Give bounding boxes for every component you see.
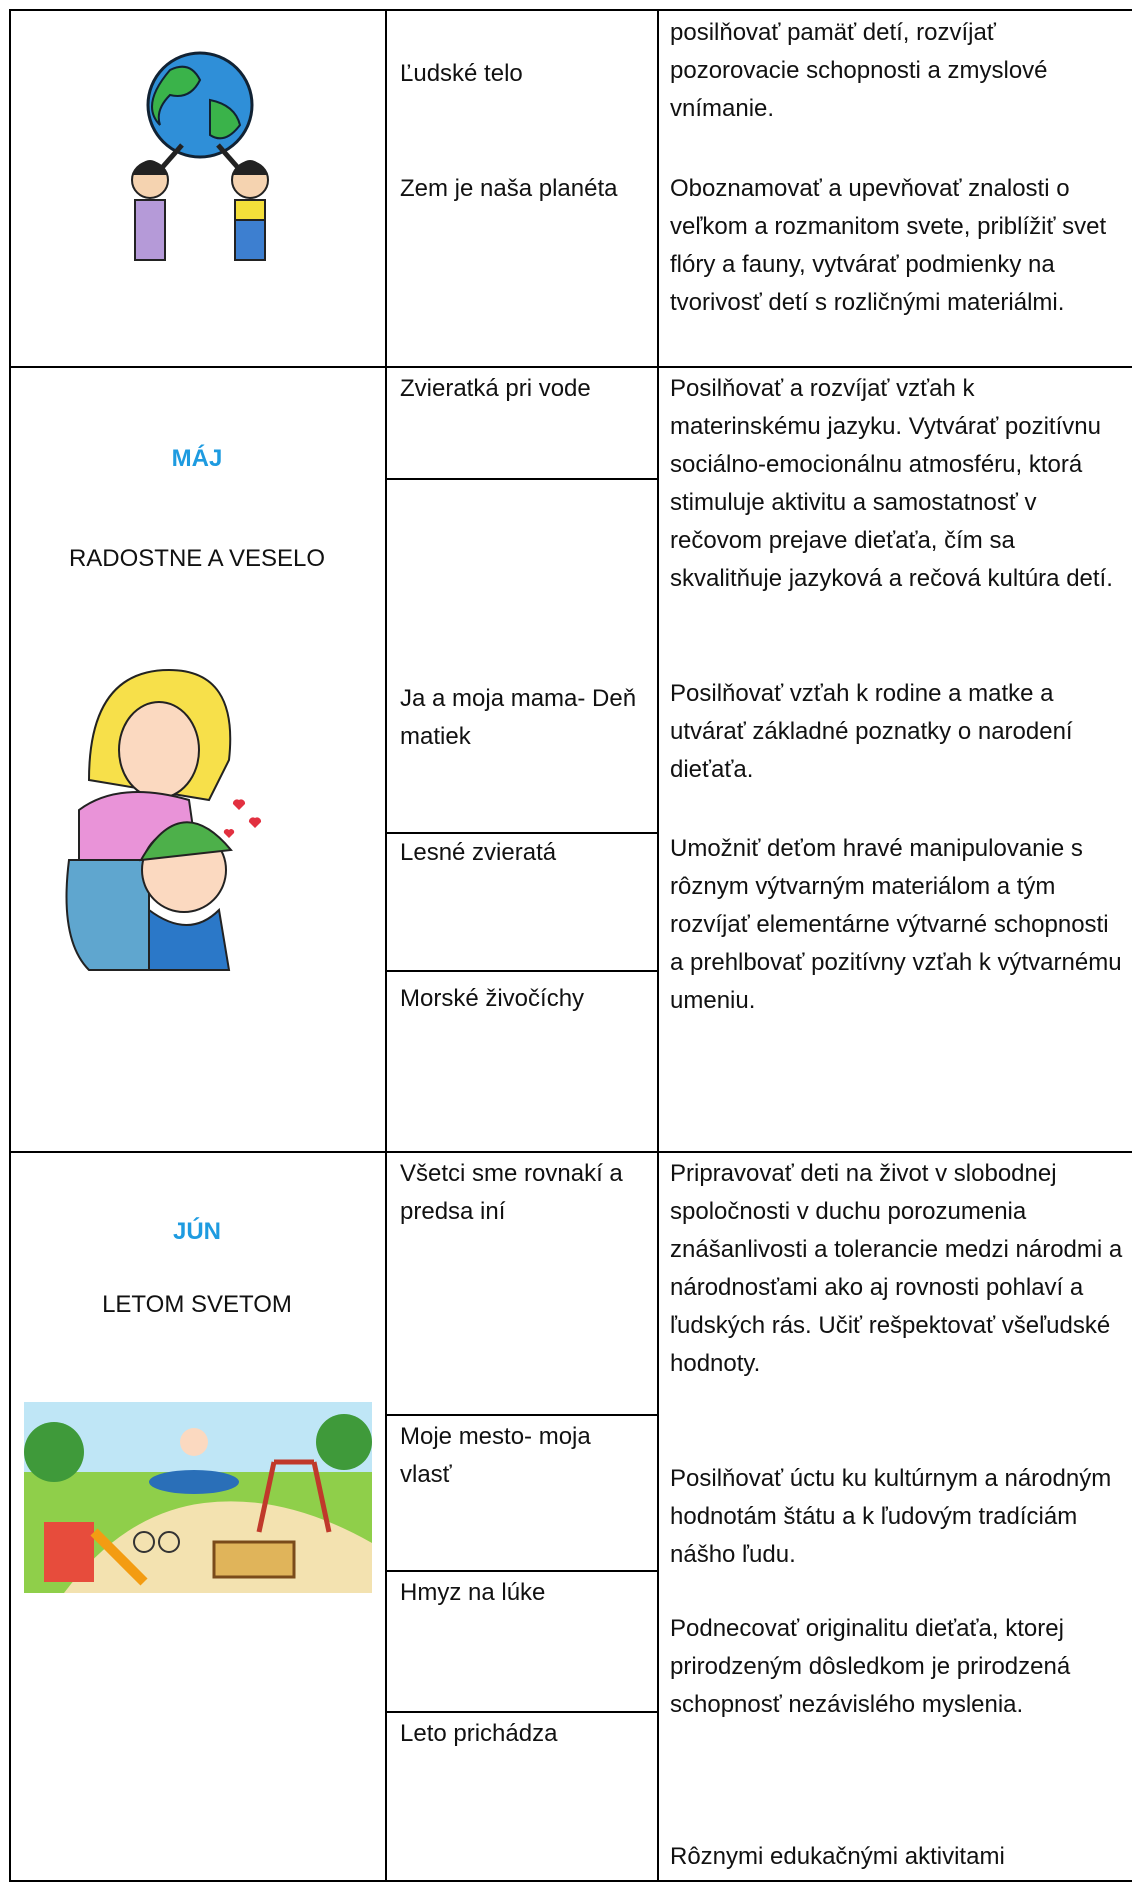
goal: Podnecovať originalitu dieťaťa, ktorej p…: [670, 1615, 1071, 1718]
theme: LETOM SVETOM: [102, 1291, 292, 1318]
table-border: [385, 1414, 657, 1416]
topic: Morské živočíchy: [400, 985, 585, 1012]
theme: RADOSTNE A VESELO: [68, 545, 326, 572]
table-border: [385, 478, 657, 480]
table-border: [657, 9, 659, 1880]
table-border: [385, 1570, 657, 1572]
topic: Ľudské telo: [400, 60, 523, 87]
table-border: [385, 970, 657, 972]
table-border: [9, 9, 11, 1880]
topic: Všetci sme rovnakí a predsa iní: [400, 1160, 623, 1225]
topic: Lesné zvieratá: [400, 839, 557, 866]
month: JÚN: [172, 1218, 221, 1245]
playground-image: [24, 1402, 372, 1593]
topic: Zem je naša planéta: [400, 175, 618, 202]
goal: Oboznamovať a upevňovať znalosti o veľko…: [670, 175, 1107, 316]
goal: Posilňovať úctu ku kultúrnym a národným …: [670, 1465, 1112, 1568]
table-border: [9, 9, 1132, 11]
topic: Hmyz na lúke: [400, 1579, 546, 1606]
goal: Umožniť deťom hravé manipulovanie s rôzn…: [670, 835, 1122, 1014]
topic: Moje mesto- moja vlasť: [400, 1423, 591, 1488]
topic: Leto prichádza: [400, 1720, 558, 1747]
topic: Zvieratká pri vode: [400, 375, 591, 402]
goal: Pripravovať deti na život v slobodnej sp…: [670, 1160, 1123, 1377]
month: MÁJ: [171, 445, 223, 472]
goal: Posilňovať a rozvíjať vzťah k materinské…: [670, 375, 1113, 592]
table-border: [385, 9, 387, 1880]
goal: Posilňovať vzťah k rodine a matke a utvá…: [670, 680, 1073, 783]
table-border: [385, 1711, 657, 1713]
mother-child-image: [65, 668, 262, 971]
earth-kids-image: [131, 51, 269, 261]
table-border: [9, 366, 1132, 368]
goal: posilňovať pamäť detí, rozvíjať pozorova…: [670, 19, 1048, 122]
goal: Rôznymi edukačnými aktivitami: [670, 1843, 1005, 1870]
topic: Ja a moja mama- Deň matiek: [400, 685, 637, 750]
table-border: [9, 1151, 1132, 1153]
table-border: [385, 832, 657, 834]
